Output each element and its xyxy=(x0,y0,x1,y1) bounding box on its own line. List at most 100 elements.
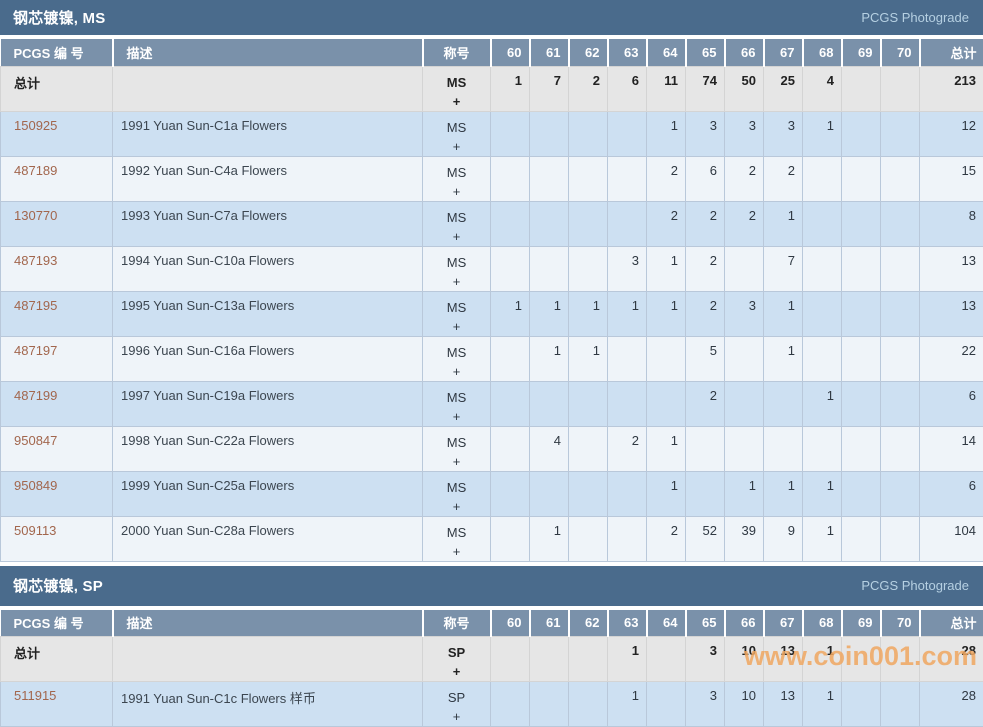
coin-description: 2000 Yuan Sun-C28a Flowers xyxy=(113,516,423,561)
grade-count-cell: 1 xyxy=(803,471,842,516)
grade-count-cell xyxy=(881,111,920,156)
totals-grade-count-cell xyxy=(842,637,881,682)
header-designation: 称号 xyxy=(423,39,491,66)
grade-count-cell xyxy=(608,516,647,561)
header-designation: 称号 xyxy=(423,610,491,637)
designation-plus-label: + xyxy=(425,317,488,336)
header-total: 总计 xyxy=(920,39,983,66)
pcgs-number-link[interactable]: 487193 xyxy=(14,253,57,268)
grade-count-cell xyxy=(686,471,725,516)
grade-count-cell xyxy=(725,381,764,426)
grade-count-cell: 1 xyxy=(608,682,647,727)
totals-grade-count-cell xyxy=(881,637,920,682)
totals-grade-count-cell: 7 xyxy=(530,66,569,111)
totals-row-label: 总计 xyxy=(1,637,113,682)
photograde-link[interactable]: PCGS Photograde xyxy=(861,578,969,593)
grade-count-cell xyxy=(725,246,764,291)
grade-count-cell: 1 xyxy=(803,516,842,561)
pcgs-number-link[interactable]: 950847 xyxy=(14,433,57,448)
header-grade-63: 63 xyxy=(608,39,647,66)
grade-count-cell: 2 xyxy=(647,201,686,246)
grade-count-cell: 3 xyxy=(608,246,647,291)
grade-count-cell: 6 xyxy=(686,156,725,201)
designation-grade-label: MS xyxy=(425,118,488,137)
pcgs-number-link[interactable]: 511915 xyxy=(14,688,56,703)
grade-count-cell xyxy=(491,471,530,516)
pcgs-number-cell: 487195 xyxy=(1,291,113,336)
header-grade-60: 60 xyxy=(491,610,530,637)
grade-count-cell: 2 xyxy=(725,201,764,246)
header-grade-68: 68 xyxy=(803,39,842,66)
designation-plus-label: + xyxy=(425,407,488,426)
designation-grade-label: MS xyxy=(425,73,488,92)
grade-count-cell xyxy=(842,682,881,727)
photograde-link[interactable]: PCGS Photograde xyxy=(861,10,969,25)
grade-count-cell: 13 xyxy=(764,682,803,727)
grade-count-cell xyxy=(569,381,608,426)
grade-count-cell xyxy=(842,111,881,156)
grade-count-cell xyxy=(881,246,920,291)
grade-count-cell: 1 xyxy=(764,471,803,516)
designation-grade-label: MS xyxy=(425,478,488,497)
grade-count-cell xyxy=(569,471,608,516)
pcgs-number-link[interactable]: 150925 xyxy=(14,118,57,133)
grade-count-cell: 1 xyxy=(530,291,569,336)
coin-description: 1995 Yuan Sun-C13a Flowers xyxy=(113,291,423,336)
pcgs-number-cell: 487199 xyxy=(1,381,113,426)
row-total-cell: 6 xyxy=(920,381,983,426)
grade-count-cell: 5 xyxy=(686,336,725,381)
pcgs-number-link[interactable]: 130770 xyxy=(14,208,57,223)
coin-description: 1992 Yuan Sun-C4a Flowers xyxy=(113,156,423,201)
grade-count-cell xyxy=(803,201,842,246)
totals-grade-count-cell: 25 xyxy=(764,66,803,111)
row-total-cell: 22 xyxy=(920,336,983,381)
pcgs-number-cell: 130770 xyxy=(1,201,113,246)
designation-grade-label: MS xyxy=(425,523,488,542)
grade-count-cell xyxy=(491,336,530,381)
totals-grade-count-cell: 1 xyxy=(491,66,530,111)
pcgs-number-link[interactable]: 950849 xyxy=(14,478,57,493)
grade-count-cell xyxy=(569,156,608,201)
designation-grade-label: SP xyxy=(425,688,488,707)
grade-count-cell xyxy=(491,682,530,727)
grade-count-cell: 3 xyxy=(686,111,725,156)
designation-grade-label: MS xyxy=(425,253,488,272)
grade-count-cell xyxy=(842,381,881,426)
grade-count-cell xyxy=(725,336,764,381)
totals-grade-count-cell: 10 xyxy=(725,637,764,682)
row-total-cell: 14 xyxy=(920,426,983,471)
section-title: 钢芯镀镍, MS xyxy=(13,7,105,28)
grade-count-cell xyxy=(803,336,842,381)
designation-plus-label: + xyxy=(425,92,488,111)
designation-cell: MS+ xyxy=(423,471,491,516)
row-total-cell: 104 xyxy=(920,516,983,561)
grade-count-cell xyxy=(530,246,569,291)
pcgs-number-link[interactable]: 487199 xyxy=(14,388,57,403)
grade-count-cell xyxy=(881,381,920,426)
totals-description-cell xyxy=(113,66,423,111)
grade-count-cell: 2 xyxy=(764,156,803,201)
grade-count-cell: 2 xyxy=(686,381,725,426)
pcgs-number-cell: 511915 xyxy=(1,682,113,727)
pcgs-number-link[interactable]: 487197 xyxy=(14,343,57,358)
designation-cell: MS+ xyxy=(423,516,491,561)
grade-count-cell xyxy=(530,156,569,201)
pcgs-number-link[interactable]: 487195 xyxy=(14,298,57,313)
grade-count-cell xyxy=(608,111,647,156)
grade-count-cell: 2 xyxy=(686,246,725,291)
grade-count-cell: 3 xyxy=(764,111,803,156)
totals-grade-count-cell: 6 xyxy=(608,66,647,111)
grade-count-cell: 1 xyxy=(491,291,530,336)
pcgs-number-link[interactable]: 487189 xyxy=(14,163,57,178)
pcgs-number-link[interactable]: 509113 xyxy=(14,523,56,538)
pcgs-number-cell: 150925 xyxy=(1,111,113,156)
